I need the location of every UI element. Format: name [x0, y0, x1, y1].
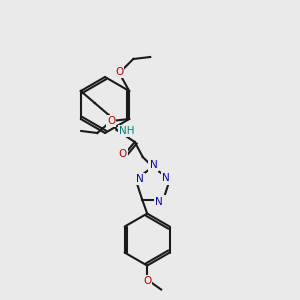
- Text: O: O: [118, 149, 127, 159]
- Text: N: N: [134, 174, 142, 184]
- Text: NH: NH: [119, 126, 134, 136]
- Text: O: O: [107, 116, 116, 126]
- Text: O: O: [115, 67, 123, 77]
- Text: N: N: [155, 196, 163, 207]
- Text: N: N: [149, 162, 157, 172]
- Text: N: N: [158, 196, 165, 206]
- Text: N: N: [164, 174, 172, 184]
- Text: O: O: [143, 276, 151, 286]
- Text: N: N: [162, 173, 170, 183]
- Text: N: N: [150, 160, 158, 170]
- Text: N: N: [136, 174, 143, 184]
